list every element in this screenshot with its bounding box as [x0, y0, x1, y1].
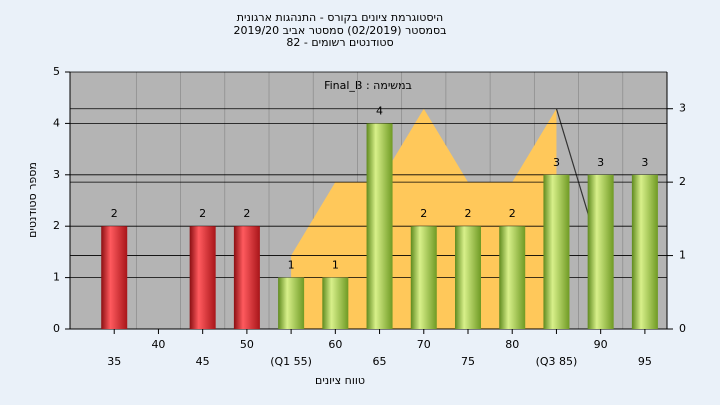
x-tick-label: 65: [373, 355, 387, 368]
x-tick-label: 95: [638, 355, 652, 368]
bar: [233, 226, 260, 329]
x-tick-label: 40: [151, 338, 165, 351]
value-label: 4: [376, 104, 383, 117]
bar: [499, 226, 526, 329]
x-tick-label: 50: [240, 338, 254, 351]
bar: [322, 277, 349, 329]
y-tick-label: 0: [53, 322, 60, 335]
y-tick-label: 2: [53, 219, 60, 232]
y-tick-label: 3: [53, 168, 60, 181]
bar: [366, 123, 393, 330]
title-line: סטודנטים רשומים - 82: [286, 36, 393, 49]
value-label: 2: [111, 207, 118, 220]
value-label: 2: [199, 207, 206, 220]
title-line: בסמסטר (02/2019) סמסטר אביב 2019/20: [233, 24, 446, 37]
x-tick-label: (Q3 85): [536, 355, 578, 368]
value-label: 3: [553, 156, 560, 169]
bar: [101, 226, 128, 329]
x-tick-label: 90: [594, 338, 608, 351]
bar: [410, 226, 437, 329]
y-tick-label: 5: [53, 65, 60, 78]
value-label: 2: [420, 207, 427, 220]
y2-tick-label: 2: [679, 175, 686, 188]
value-label: 1: [332, 259, 339, 272]
y2-tick-label: 1: [679, 249, 686, 262]
x-tick-label: 75: [461, 355, 475, 368]
value-label: 3: [641, 156, 648, 169]
bar: [278, 277, 305, 329]
x-tick-label: 70: [417, 338, 431, 351]
x-tick-label: 80: [505, 338, 519, 351]
bar: [455, 226, 481, 329]
value-label: 2: [243, 207, 250, 220]
value-label: 2: [465, 207, 472, 220]
y-axis-label: מספר סטודנטים: [26, 162, 39, 238]
annotation: Final_B : במשימה: [324, 79, 412, 92]
value-label: 3: [597, 156, 604, 169]
y2-tick-label: 0: [679, 322, 686, 335]
x-tick-label: 45: [196, 355, 210, 368]
y-tick-label: 1: [53, 271, 60, 284]
value-label: 2: [509, 207, 516, 220]
x-tick-label: 60: [328, 338, 342, 351]
y2-tick-label: 3: [679, 102, 686, 115]
value-label: 1: [288, 259, 295, 272]
bar: [631, 174, 658, 329]
title-line: היסטוגרמת ציונים בקורס - התנהגות ארגונית: [237, 11, 443, 24]
bar: [543, 174, 570, 329]
x-tick-label: (Q1 55): [270, 355, 312, 368]
x-tick-label: 35: [107, 355, 121, 368]
x-axis-label: טווח ציונים: [315, 374, 365, 387]
bar: [189, 226, 216, 329]
distribution-area: [291, 108, 557, 329]
y-tick-label: 4: [53, 116, 60, 129]
bar: [587, 174, 614, 329]
